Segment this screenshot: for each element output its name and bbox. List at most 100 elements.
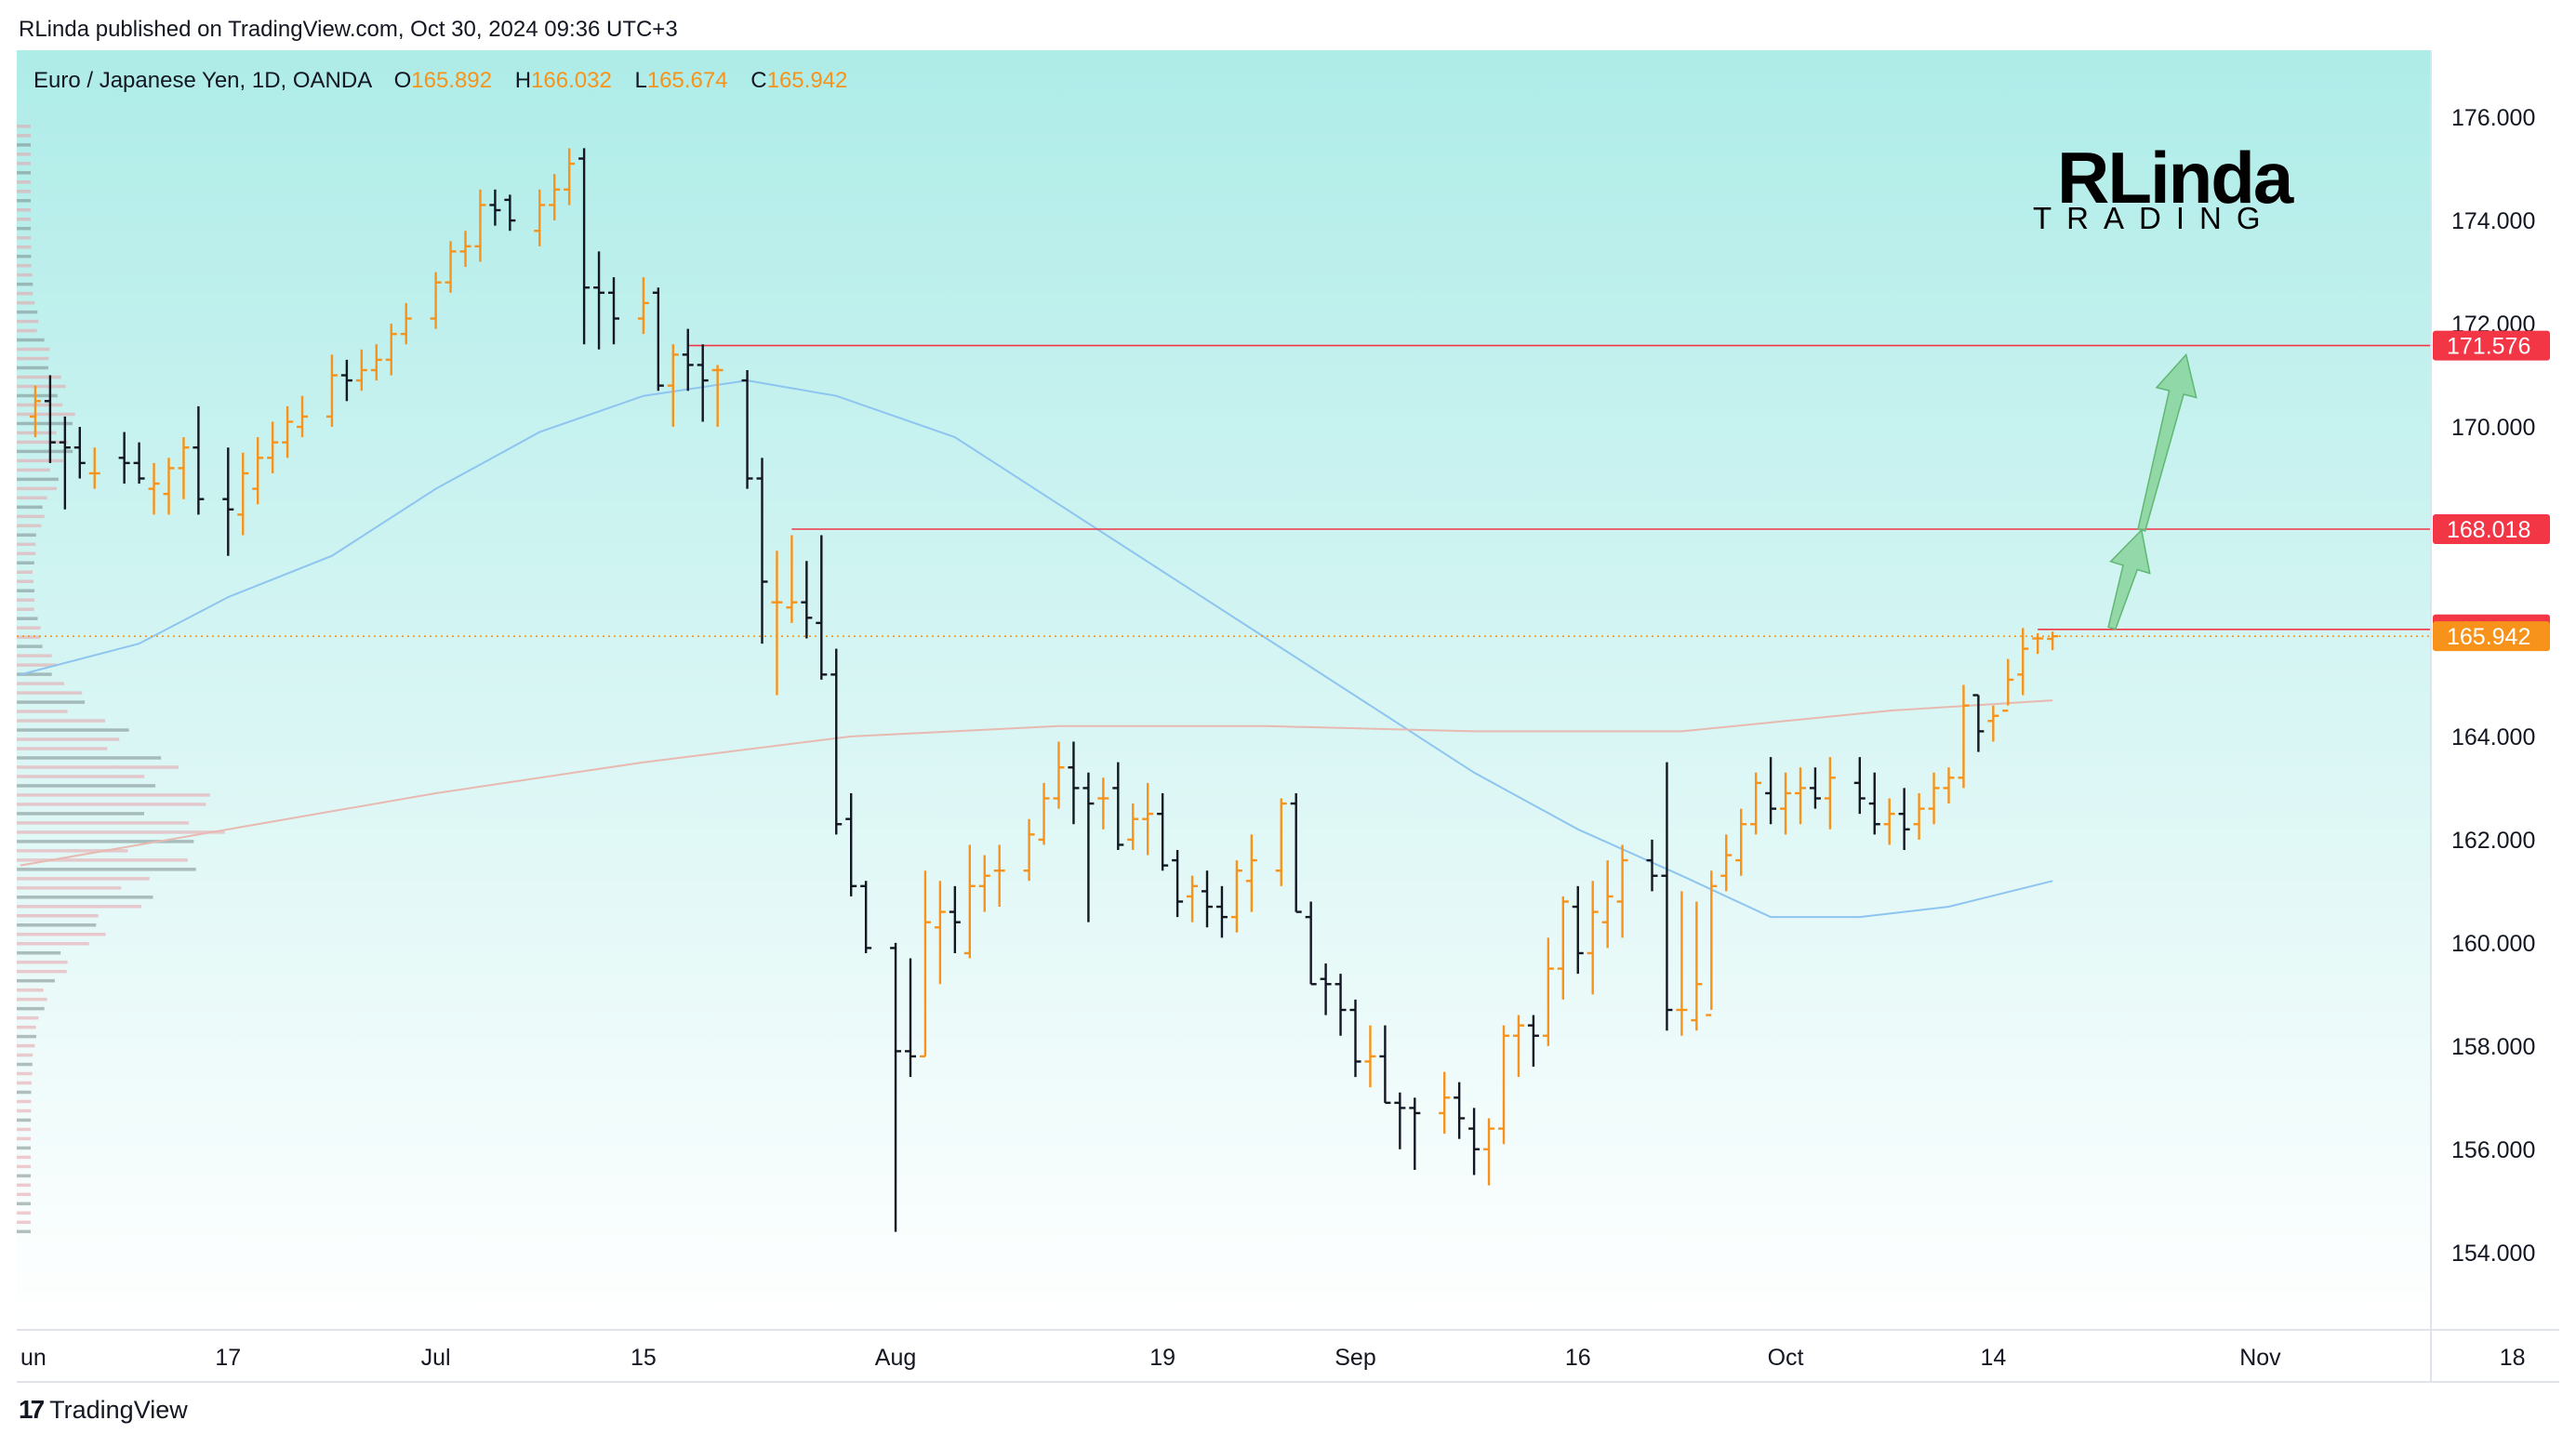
time-tick-label: 18 <box>2500 1345 2526 1371</box>
ohlc-bar <box>1068 741 1080 825</box>
ohlc-bar <box>1928 772 1940 825</box>
volume-profile-bar <box>17 1164 32 1169</box>
ohlc-bar <box>1868 772 1880 835</box>
volume-profile-bar <box>17 923 97 927</box>
ohlc-bar <box>1127 803 1139 850</box>
ohlc-bar <box>1498 1025 1509 1145</box>
ohlc-bar <box>801 561 813 639</box>
symbol-name: Euro / Japanese Yen, 1D, OANDA <box>33 68 371 93</box>
rlinda-trading-logo: RLinda TRADING <box>2033 136 2293 238</box>
volume-profile-bar <box>17 365 48 370</box>
volume-profile-bar <box>17 1090 32 1095</box>
ohlc-bar <box>711 365 724 428</box>
volume-profile-bar <box>17 561 34 565</box>
volume-profile-bar <box>17 282 33 286</box>
ohlc-bar <box>1379 1025 1391 1105</box>
ohlc-bar <box>1394 1092 1406 1149</box>
ohlc-bar <box>978 855 990 912</box>
volume-profile-bar <box>17 1016 39 1020</box>
volume-profile-bar <box>17 143 32 147</box>
ohlc-bar <box>786 535 798 623</box>
volume-profile-bar <box>17 356 49 361</box>
ohlc-bar <box>830 648 843 835</box>
ohlc-bar <box>860 881 872 953</box>
volume-profile-bar <box>17 969 67 974</box>
volume-profile-bar <box>17 728 129 732</box>
ohlc-bar <box>637 277 649 335</box>
open-key: O <box>393 68 412 93</box>
volume-profile-bar <box>17 858 188 862</box>
volume-profile-bar <box>17 134 32 138</box>
ohlc-bar <box>949 885 961 953</box>
ema-fast-line <box>20 379 2053 919</box>
ohlc-bar <box>1038 782 1050 845</box>
ohlc-bar <box>578 148 591 345</box>
ohlc-bar <box>1661 762 1673 1031</box>
volume-profile-bar <box>17 941 89 946</box>
time-axis: un 17 Jul 15 Aug 19 Sep 16 Oct 14 Nov 18 <box>20 1345 2526 1371</box>
volume-profile-bar <box>17 431 57 435</box>
ohlc-bar <box>1334 974 1347 1036</box>
tradingview-logo-icon: 17 <box>19 1395 45 1424</box>
volume-profile-bar <box>17 905 142 909</box>
volume-profile-bar <box>17 1136 32 1141</box>
ohlc-bar <box>771 551 783 696</box>
volume-profile-bar <box>17 199 32 203</box>
volume-profile-bar <box>17 710 68 713</box>
ema-slow-line <box>20 699 2053 867</box>
low-value: 165.674 <box>646 68 728 93</box>
volume-profile-bar <box>17 421 73 426</box>
publisher-header: RLinda published on TradingView.com, Oct… <box>19 17 678 42</box>
volume-profile-bar <box>17 1211 32 1215</box>
price-tick-label: 160.000 <box>2451 931 2535 957</box>
volume-profile-bar <box>17 589 35 592</box>
volume-profile-bar <box>17 635 41 639</box>
ohlc-bar <box>44 375 56 463</box>
volume-profile-bar <box>17 486 57 491</box>
ohlc-bar <box>1542 937 1554 1046</box>
ohlc-bar <box>340 359 352 402</box>
volume-profile-bar <box>17 254 32 259</box>
ohlc-bar <box>741 370 753 489</box>
ohlc-bar <box>1765 757 1777 825</box>
volume-profile-bar <box>17 784 156 788</box>
volume-profile-bar <box>17 1081 33 1085</box>
ohlc-bar <box>1245 834 1257 912</box>
ohlc-bar <box>1112 762 1124 850</box>
volume-profile-bar <box>17 1192 32 1197</box>
volume-profile-bar <box>17 291 33 296</box>
volume-profile-bar <box>17 626 41 630</box>
ohlc-bar <box>385 324 397 376</box>
volume-profile-bar <box>17 524 42 528</box>
ohlc-bar <box>1349 999 1361 1078</box>
price-tick-label: 158.000 <box>2451 1034 2535 1060</box>
volume-profile-bar <box>17 496 47 500</box>
time-tick-label: 19 <box>1149 1345 1175 1371</box>
tradingview-brand: TradingView <box>49 1395 188 1424</box>
tradingview-footer[interactable]: 17 TradingView <box>19 1395 188 1425</box>
ohlc-bar <box>2047 631 2059 651</box>
ohlc-bar <box>430 272 442 329</box>
volume-profile-bar <box>17 607 34 611</box>
volume-profile-bar <box>17 162 32 166</box>
volume-profile-bar <box>17 1127 32 1132</box>
ohlc-bar <box>682 328 694 392</box>
ohlc-bar <box>697 344 709 422</box>
ohlc-bar <box>2017 628 2029 696</box>
volume-profile-bar <box>17 1034 37 1039</box>
volume-profile-bar <box>17 877 150 881</box>
time-tick-label: un <box>20 1345 46 1371</box>
price-tick-label: 162.000 <box>2451 828 2535 854</box>
ohlc-bar <box>222 447 234 556</box>
volume-profile-bar <box>17 1174 32 1178</box>
volume-profile-bar <box>17 542 36 547</box>
ohlc-bar <box>1809 767 1821 809</box>
ohlc-bar <box>1409 1097 1421 1170</box>
ohlc-bar <box>608 277 619 345</box>
volume-profile-bar <box>17 719 106 723</box>
volume-profile-bar <box>17 235 32 240</box>
plot-background <box>17 50 2431 1329</box>
logo-wordmark: RLinda <box>2057 137 2293 219</box>
